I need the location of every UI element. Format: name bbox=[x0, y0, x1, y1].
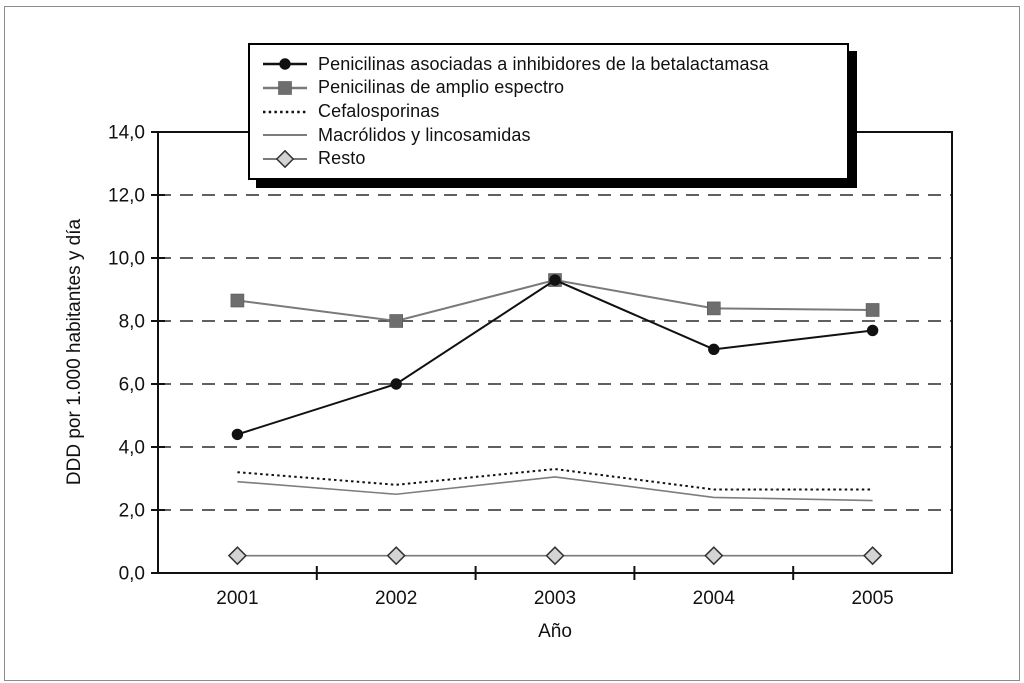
x-tick-label: 2001 bbox=[216, 588, 258, 609]
legend-item-cefalosporinas: Cefalosporinas bbox=[262, 100, 839, 124]
legend-sample-shape bbox=[275, 149, 295, 168]
series-1-marker bbox=[389, 314, 404, 328]
legend-sample-shape bbox=[279, 58, 291, 71]
series-4-marker bbox=[227, 546, 247, 566]
series-line-0 bbox=[237, 278, 873, 436]
series-1-marker bbox=[230, 293, 245, 308]
y-tick-label: 4,0 bbox=[119, 438, 145, 459]
legend-solid-line-icon bbox=[263, 134, 307, 137]
plot-frame bbox=[157, 131, 953, 574]
legend-label: Cefalosporinas bbox=[318, 101, 440, 121]
x-tick-label: 2005 bbox=[851, 588, 893, 609]
y-tick-label: 12,0 bbox=[108, 186, 145, 207]
chart-legend: Penicilinas asociadas a inhibidores de l… bbox=[248, 43, 849, 180]
series-1-marker bbox=[865, 303, 880, 317]
y-tick-label: 14,0 bbox=[108, 123, 145, 144]
series-4-marker bbox=[386, 546, 406, 566]
series-4-marker bbox=[863, 546, 883, 566]
legend-label: Resto bbox=[318, 148, 366, 169]
legend-line-diamond-marker-icon bbox=[263, 149, 307, 168]
legend-line-circle-marker-icon bbox=[263, 58, 307, 71]
series-line-2 bbox=[237, 468, 873, 491]
x-tick-label: 2003 bbox=[534, 588, 576, 609]
y-tick-label: 10,0 bbox=[108, 249, 145, 270]
x-tick-label: 2004 bbox=[693, 588, 736, 609]
y-tick-label: 6,0 bbox=[119, 375, 145, 396]
series-line-3 bbox=[237, 476, 873, 502]
y-tick-label: 8,0 bbox=[119, 312, 145, 333]
legend-item-penicilinas-asociadas: Penicilinas asociadas a inhibidores de l… bbox=[262, 53, 839, 77]
y-tick-label: 2,0 bbox=[119, 501, 145, 522]
legend-item-resto: Resto bbox=[262, 147, 839, 171]
series-0-marker bbox=[231, 428, 244, 441]
x-axis-title: Año bbox=[538, 621, 572, 642]
series-4-marker bbox=[545, 546, 565, 566]
series-0-marker bbox=[866, 324, 879, 337]
series-0-marker bbox=[708, 343, 720, 356]
legend-label: Penicilinas de amplio espectro bbox=[318, 77, 565, 98]
series-1-marker bbox=[706, 301, 721, 316]
legend-sample-shape bbox=[278, 81, 292, 95]
legend-dotted-line-icon bbox=[263, 110, 307, 113]
series-0-marker bbox=[390, 378, 402, 390]
legend-label: Penicilinas asociadas a inhibidores de l… bbox=[318, 53, 769, 74]
series-4-marker bbox=[704, 546, 724, 566]
legend-item-macrolidos: Macrólidos y lincosamidas bbox=[262, 123, 839, 147]
y-axis-title: DDD por 1.000 habitantes y día bbox=[64, 218, 85, 485]
legend-label: Macrólidos y lincosamidas bbox=[318, 124, 531, 145]
legend-item-penicilinas-amplio-espectro: Penicilinas de amplio espectro bbox=[262, 76, 839, 100]
x-tick-label: 2002 bbox=[375, 588, 417, 609]
series-0-marker bbox=[549, 274, 561, 286]
legend-line-square-marker-icon bbox=[263, 81, 307, 95]
y-tick-label: 0,0 bbox=[119, 564, 145, 585]
